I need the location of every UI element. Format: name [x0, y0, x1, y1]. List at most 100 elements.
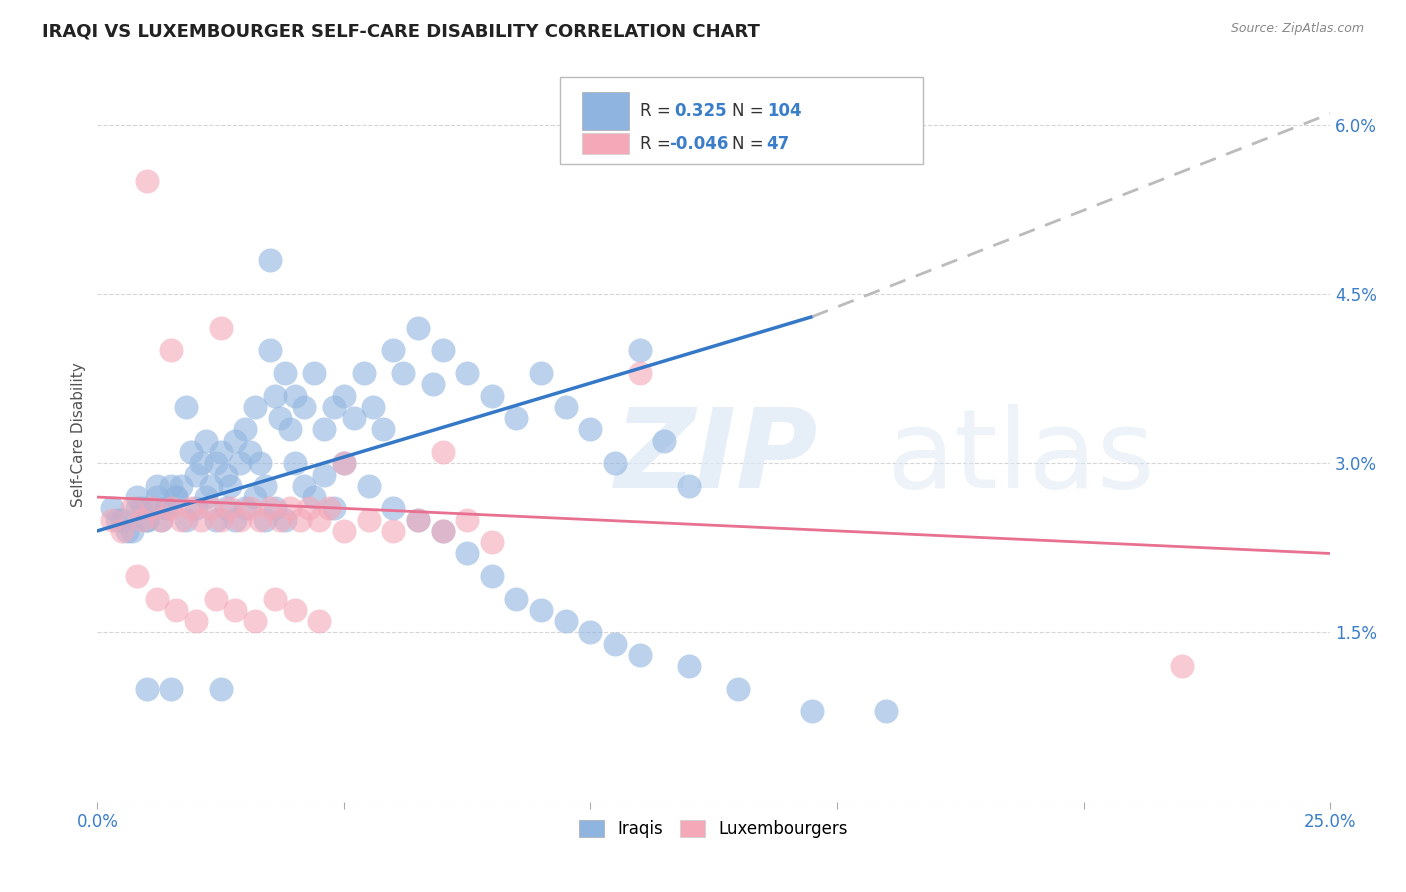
- Point: [135, 513, 157, 527]
- Point: [214, 467, 236, 482]
- Point: [233, 501, 256, 516]
- Point: [284, 456, 307, 470]
- Point: [145, 591, 167, 606]
- Point: [121, 501, 143, 516]
- Point: [209, 513, 232, 527]
- Point: [253, 479, 276, 493]
- Point: [875, 704, 897, 718]
- Point: [174, 513, 197, 527]
- Point: [194, 490, 217, 504]
- Point: [184, 501, 207, 516]
- Point: [357, 513, 380, 527]
- Point: [432, 524, 454, 538]
- Point: [243, 400, 266, 414]
- Point: [209, 321, 232, 335]
- Point: [406, 321, 429, 335]
- Point: [456, 546, 478, 560]
- Point: [274, 513, 297, 527]
- Text: R =: R =: [640, 102, 671, 120]
- Bar: [582, 92, 628, 130]
- Point: [204, 591, 226, 606]
- Point: [274, 366, 297, 380]
- Point: [314, 422, 336, 436]
- Point: [121, 524, 143, 538]
- Point: [125, 490, 148, 504]
- Point: [353, 366, 375, 380]
- Point: [628, 343, 651, 358]
- Text: R =: R =: [640, 135, 671, 153]
- Point: [308, 513, 330, 527]
- Point: [150, 513, 173, 527]
- Point: [131, 501, 153, 516]
- Point: [603, 456, 626, 470]
- Point: [323, 501, 346, 516]
- Point: [249, 513, 271, 527]
- Point: [145, 490, 167, 504]
- Y-axis label: Self-Care Disability: Self-Care Disability: [72, 363, 86, 508]
- Point: [174, 400, 197, 414]
- Point: [135, 513, 157, 527]
- Legend: Iraqis, Luxembourgers: Iraqis, Luxembourgers: [572, 813, 855, 845]
- Point: [505, 411, 527, 425]
- Text: -0.046: -0.046: [669, 135, 728, 153]
- Point: [579, 422, 602, 436]
- FancyBboxPatch shape: [560, 78, 924, 164]
- Point: [432, 524, 454, 538]
- Point: [204, 456, 226, 470]
- Point: [135, 681, 157, 696]
- Point: [357, 479, 380, 493]
- Text: ZIP: ZIP: [614, 403, 818, 510]
- Point: [343, 411, 366, 425]
- Point: [288, 513, 311, 527]
- Point: [209, 681, 232, 696]
- Point: [308, 614, 330, 628]
- Point: [422, 377, 444, 392]
- Point: [184, 467, 207, 482]
- Text: 0.325: 0.325: [675, 102, 727, 120]
- Point: [219, 479, 242, 493]
- Point: [801, 704, 824, 718]
- Point: [180, 445, 202, 459]
- Point: [141, 501, 163, 516]
- Point: [229, 513, 252, 527]
- Point: [259, 253, 281, 268]
- Point: [224, 513, 246, 527]
- Point: [233, 422, 256, 436]
- Point: [101, 501, 124, 516]
- Point: [294, 479, 316, 493]
- Point: [209, 445, 232, 459]
- Point: [298, 501, 321, 516]
- Point: [184, 614, 207, 628]
- Point: [481, 535, 503, 549]
- Point: [1171, 659, 1194, 673]
- Point: [284, 388, 307, 402]
- Point: [678, 659, 700, 673]
- Point: [155, 501, 177, 516]
- Point: [224, 434, 246, 448]
- Point: [269, 411, 291, 425]
- Point: [579, 625, 602, 640]
- Point: [392, 366, 415, 380]
- Point: [219, 501, 242, 516]
- Point: [141, 501, 163, 516]
- Point: [628, 648, 651, 662]
- Point: [263, 388, 285, 402]
- Point: [224, 603, 246, 617]
- Point: [333, 456, 356, 470]
- Point: [170, 513, 193, 527]
- Point: [150, 513, 173, 527]
- Point: [505, 591, 527, 606]
- Point: [155, 501, 177, 516]
- Point: [278, 422, 301, 436]
- Point: [160, 681, 183, 696]
- Point: [165, 603, 187, 617]
- Point: [284, 603, 307, 617]
- Point: [125, 569, 148, 583]
- Point: [243, 614, 266, 628]
- Point: [259, 501, 281, 516]
- Point: [406, 513, 429, 527]
- Point: [727, 681, 749, 696]
- Point: [318, 501, 340, 516]
- Text: N =: N =: [733, 102, 763, 120]
- Point: [406, 513, 429, 527]
